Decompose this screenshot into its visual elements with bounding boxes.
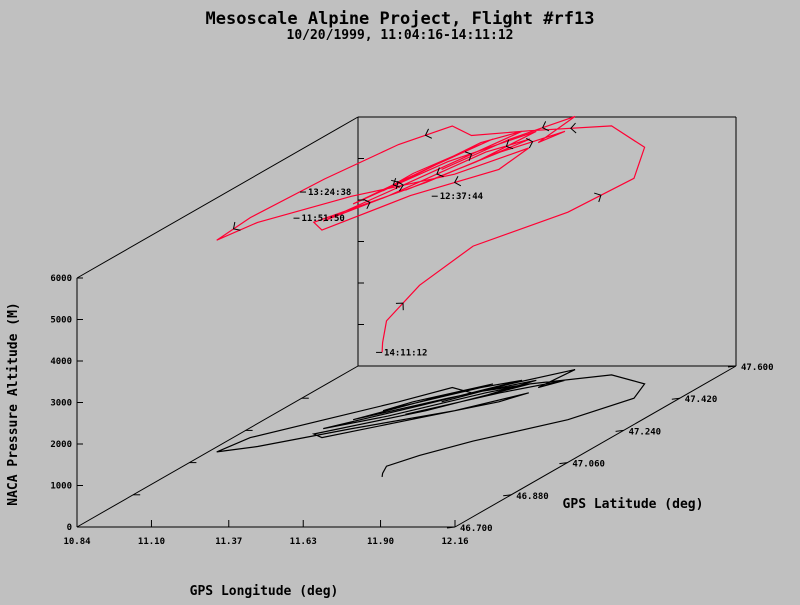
direction-arrow bbox=[541, 121, 550, 132]
floor-right-edge bbox=[454, 365, 737, 528]
direction-arrow bbox=[391, 179, 399, 190]
direction-arrow bbox=[464, 151, 473, 162]
time-label: 13:24:38 bbox=[308, 188, 351, 198]
y-tick-label: 46.880 bbox=[516, 492, 549, 502]
ground-projection-line bbox=[216, 369, 646, 477]
y-tick-label: 46.700 bbox=[460, 524, 493, 534]
x-tick-label: 11.63 bbox=[290, 537, 317, 547]
z-tick-label: 1000 bbox=[50, 482, 72, 492]
time-label: 14:11:12 bbox=[384, 348, 427, 358]
z-tick-label: 6000 bbox=[50, 274, 72, 284]
flight-track bbox=[216, 115, 646, 353]
chart-subtitle: 10/20/1999, 11:04:16-14:11:12 bbox=[286, 28, 514, 43]
top-left-diagonal bbox=[76, 116, 359, 279]
ground-projection bbox=[216, 369, 646, 477]
y-tick bbox=[671, 397, 680, 400]
x-tick-label: 11.10 bbox=[138, 537, 165, 547]
direction-arrow bbox=[526, 138, 534, 149]
floor-left-edge bbox=[76, 365, 359, 528]
direction-arrow bbox=[570, 122, 577, 134]
x-tick-label: 12.16 bbox=[441, 537, 468, 547]
x-axis-label: GPS Longitude (deg) bbox=[190, 584, 339, 599]
y-tick bbox=[615, 429, 624, 432]
direction-arrow bbox=[505, 139, 514, 150]
y-tick bbox=[727, 365, 737, 368]
direction-arrow bbox=[392, 178, 401, 188]
time-annotations: 13:24:38 11:51:50 12:37:44 14:11:12 bbox=[293, 188, 484, 358]
z-tick-label: 5000 bbox=[50, 316, 72, 326]
chart-title: Mesoscale Alpine Project, Flight #rf13 bbox=[205, 9, 595, 29]
z-tick-label: 0 bbox=[67, 523, 72, 533]
z-tick-label: 2000 bbox=[50, 440, 72, 450]
z-tick-label: 4000 bbox=[50, 357, 72, 367]
direction-arrow bbox=[363, 198, 371, 210]
flight-track-line bbox=[216, 115, 646, 353]
y-tick bbox=[559, 462, 568, 465]
y-tick-label: 47.240 bbox=[629, 427, 662, 437]
x-tick-label: 11.37 bbox=[215, 537, 242, 547]
direction-arrow bbox=[436, 167, 444, 178]
z-tick-label: 3000 bbox=[50, 399, 72, 409]
direction-arrow bbox=[424, 128, 433, 139]
y-tick-label: 47.600 bbox=[741, 363, 774, 373]
direction-arrow bbox=[594, 192, 602, 203]
direction-arrow bbox=[397, 180, 404, 192]
direction-arrow bbox=[453, 176, 462, 187]
y-tick bbox=[503, 494, 512, 497]
axis-ticks: 0 1000 2000 3000 4000 5000 6000 10.84 11.10 11.37… bbox=[50, 116, 774, 547]
z-axis-label: NACA Pressure Altitude (M) bbox=[6, 302, 21, 506]
y-tick-label: 47.420 bbox=[685, 395, 718, 405]
direction-arrow bbox=[395, 302, 404, 311]
direction-arrow bbox=[232, 221, 241, 231]
y-axis-label: GPS Latitude (deg) bbox=[563, 497, 704, 512]
x-tick-label: 11.90 bbox=[367, 537, 394, 547]
y-tick bbox=[446, 526, 456, 529]
time-label: 11:51:50 bbox=[301, 214, 344, 224]
y-tick-label: 47.060 bbox=[572, 460, 605, 470]
x-tick-label: 10.84 bbox=[63, 537, 91, 547]
time-label: 12:37:44 bbox=[440, 192, 484, 202]
